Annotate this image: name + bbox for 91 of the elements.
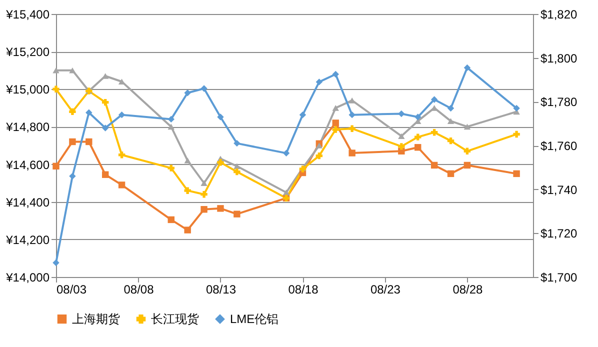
point: [332, 126, 339, 133]
x-tick-label: 08/18: [288, 282, 319, 296]
point: [464, 148, 471, 154]
y2-tick-label: $1,700: [540, 270, 578, 284]
point: [430, 96, 438, 103]
point: [430, 162, 438, 169]
point: [102, 98, 109, 106]
point: [184, 158, 191, 164]
point: [398, 143, 405, 150]
y-tick-label: ¥15,000: [5, 82, 50, 97]
point: [102, 171, 109, 178]
point: [200, 190, 208, 198]
point: [513, 130, 520, 138]
point: [168, 216, 174, 224]
y2-tick-label: $1,740: [540, 182, 578, 197]
point: [118, 182, 126, 188]
point: [86, 109, 92, 116]
legend-label: LME伦铝: [230, 312, 279, 326]
y-tick-label: ¥15,400: [5, 8, 50, 22]
point: [118, 111, 126, 118]
point: [348, 150, 356, 156]
point: [299, 111, 306, 118]
legend-label: 长江现货: [151, 312, 199, 326]
point: [464, 162, 471, 169]
point: [513, 170, 520, 178]
point: [348, 98, 356, 104]
point: [464, 124, 471, 130]
point: [184, 187, 191, 194]
point: [217, 205, 224, 212]
x-tick-label: 08/23: [370, 282, 401, 296]
y-tick-label: ¥14,800: [5, 120, 50, 134]
point: [234, 168, 240, 176]
point: [102, 124, 109, 132]
point: [69, 108, 76, 116]
point: [200, 180, 208, 186]
point: [348, 111, 356, 118]
y2-tick-label: $1,760: [540, 139, 578, 153]
point: [414, 134, 422, 140]
point: [118, 152, 126, 158]
point: [234, 210, 240, 218]
point: [86, 138, 92, 146]
point: [200, 206, 208, 213]
point: [234, 163, 240, 170]
point: [52, 259, 60, 266]
point: [447, 137, 454, 144]
point: [332, 120, 339, 126]
y-tick-label: ¥14,600: [5, 158, 50, 172]
y2-tick-label: $1,820: [540, 8, 578, 22]
point: [316, 78, 323, 86]
point: [200, 85, 208, 92]
point: [414, 114, 422, 120]
y-tick-label: ¥15,200: [5, 45, 50, 60]
point: [282, 150, 290, 157]
y-tick-label: ¥14,000: [5, 270, 50, 284]
point: [69, 172, 76, 180]
point: [414, 144, 422, 151]
point: [316, 142, 323, 148]
point: [168, 164, 174, 172]
x-tick-label: 08/08: [124, 282, 154, 296]
point: [430, 128, 438, 136]
point: [168, 124, 174, 130]
y-tick-label: ¥14,200: [5, 232, 50, 247]
point: [398, 133, 405, 140]
point: [69, 67, 76, 74]
point: [217, 114, 224, 120]
x-tick-label: 08/13: [206, 282, 236, 296]
point: [69, 138, 76, 146]
y-tick-label: ¥14,400: [5, 195, 50, 210]
point: [332, 105, 339, 111]
point: [217, 159, 224, 166]
point: [447, 170, 454, 178]
y2-tick-label: $1,720: [540, 226, 578, 241]
point: [282, 190, 290, 196]
point: [348, 125, 356, 132]
point: [513, 104, 520, 112]
point: [234, 140, 240, 147]
x-tick-label: 08/28: [452, 282, 484, 296]
point: [168, 116, 174, 123]
legend-label: 上海期货: [72, 312, 120, 326]
point: [52, 67, 60, 74]
point: [332, 70, 339, 78]
point: [398, 110, 405, 118]
point: [464, 64, 471, 72]
point: [316, 152, 323, 160]
point: [447, 104, 454, 112]
point: [184, 90, 191, 96]
x-tick-label: 08/03: [56, 282, 87, 296]
y2-tick-label: $1,780: [540, 95, 578, 110]
y2-tick-label: $1,800: [540, 51, 578, 66]
point: [184, 226, 191, 234]
point: [447, 118, 454, 124]
